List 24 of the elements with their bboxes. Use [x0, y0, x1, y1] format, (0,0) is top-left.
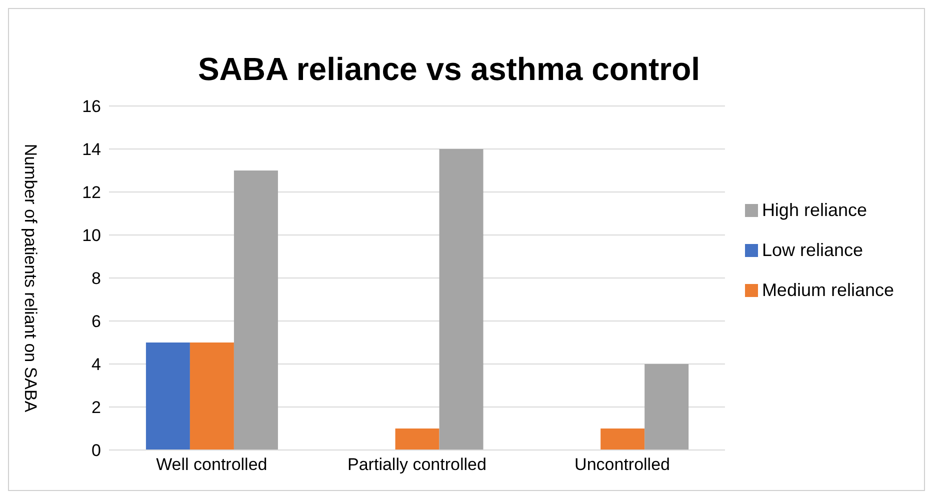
- y-tick-label: 10: [82, 226, 101, 246]
- bar: [190, 342, 234, 450]
- bar: [146, 342, 190, 450]
- y-tick-label: 6: [92, 312, 101, 332]
- legend-label: High reliance: [762, 200, 867, 220]
- legend-label: Medium reliance: [762, 280, 894, 300]
- bar: [234, 170, 278, 450]
- bar: [644, 364, 689, 450]
- x-tick-label: Uncontrolled: [574, 455, 670, 474]
- y-tick-label: 16: [82, 97, 101, 116]
- y-axis-title: Number of patients reliant on SABA: [20, 144, 40, 413]
- bar: [439, 149, 484, 450]
- y-tick-label: 14: [82, 140, 101, 160]
- chart-title: SABA reliance vs asthma control: [196, 51, 702, 88]
- bar: [395, 428, 440, 450]
- legend-label: Low reliance: [762, 240, 863, 260]
- y-tick-label: 0: [92, 441, 101, 460]
- y-tick-label: 12: [82, 183, 101, 202]
- y-tick-label: 8: [92, 269, 101, 288]
- y-tick-label: 4: [92, 355, 101, 374]
- y-tick-label: 2: [92, 398, 101, 418]
- x-tick-label: Partially controlled: [348, 455, 486, 474]
- x-tick-label: Well controlled: [156, 455, 268, 474]
- bar: [600, 428, 645, 450]
